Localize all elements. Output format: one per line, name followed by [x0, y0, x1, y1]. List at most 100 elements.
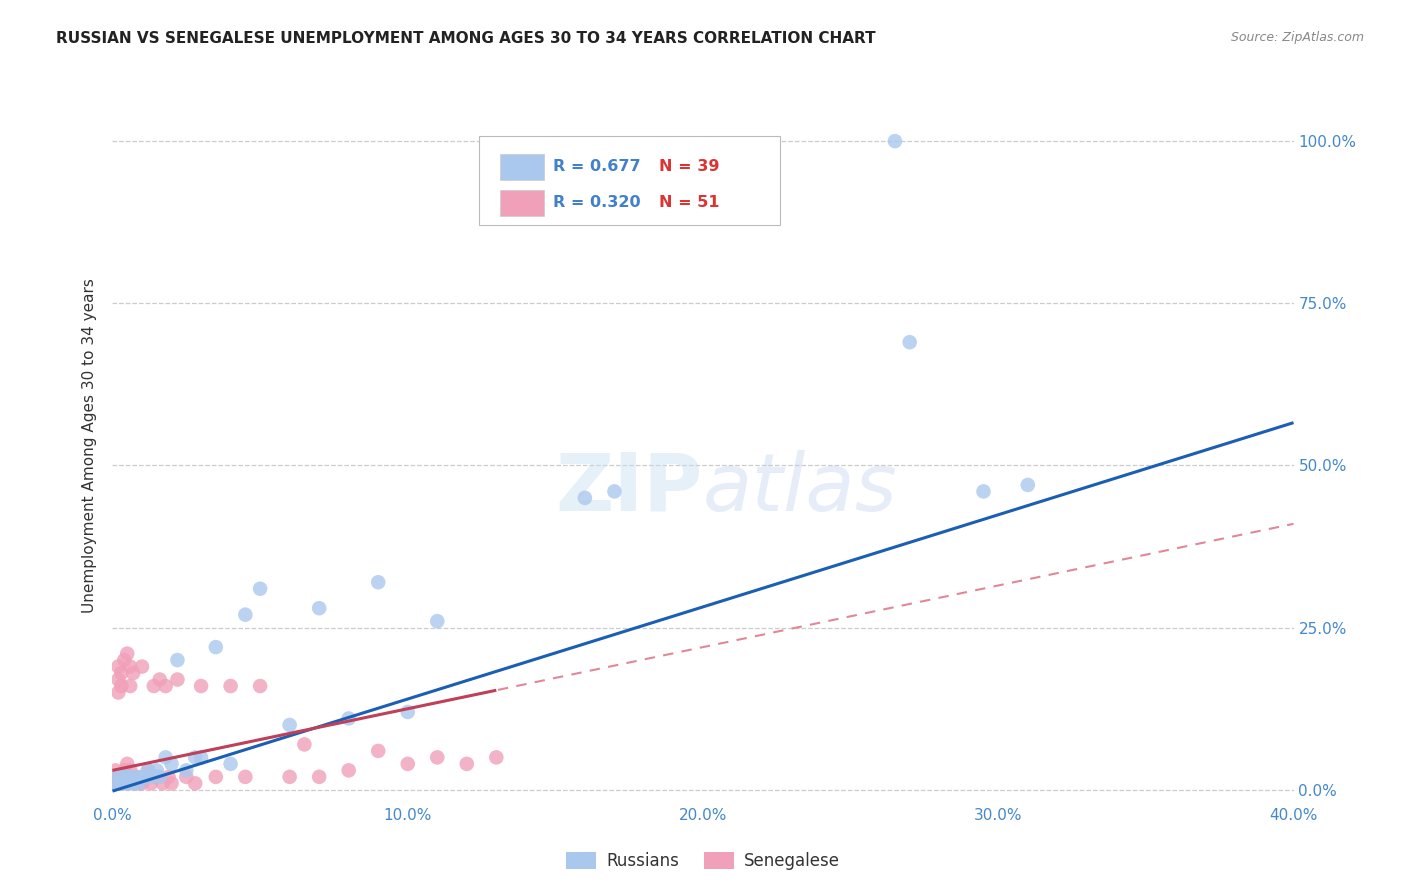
Point: [128, 776, 150, 790]
Point: [166, 653, 188, 667]
Point: [367, 744, 389, 758]
Point: [278, 718, 301, 732]
Point: [134, 770, 156, 784]
Point: [603, 484, 626, 499]
Point: [292, 738, 315, 752]
Point: [107, 673, 129, 687]
FancyBboxPatch shape: [478, 136, 780, 225]
Point: [112, 764, 135, 778]
Point: [110, 770, 132, 784]
Point: [249, 582, 271, 596]
Point: [160, 756, 183, 771]
Point: [396, 756, 419, 771]
Point: [120, 659, 142, 673]
Point: [426, 750, 449, 764]
Point: [898, 335, 921, 350]
Point: [146, 770, 169, 784]
Point: [120, 764, 142, 778]
Point: [107, 685, 129, 699]
Point: [152, 776, 174, 790]
Point: [160, 776, 183, 790]
Point: [142, 679, 165, 693]
Point: [104, 776, 127, 790]
Point: [174, 764, 197, 778]
Point: [574, 491, 596, 505]
Point: [139, 776, 162, 790]
Point: [205, 770, 228, 784]
Point: [190, 679, 212, 693]
Point: [107, 776, 129, 790]
Point: [112, 776, 135, 790]
Point: [485, 750, 508, 764]
Point: [166, 673, 188, 687]
Text: N = 51: N = 51: [659, 195, 720, 211]
Point: [426, 614, 449, 628]
Point: [104, 776, 127, 790]
Point: [136, 764, 159, 778]
Point: [184, 776, 207, 790]
Point: [233, 770, 256, 784]
Point: [122, 776, 145, 790]
Point: [396, 705, 419, 719]
Point: [184, 750, 207, 764]
Point: [149, 770, 172, 784]
Text: N = 39: N = 39: [659, 160, 720, 175]
Point: [107, 770, 129, 784]
Point: [308, 601, 330, 615]
Point: [157, 770, 180, 784]
Point: [112, 653, 135, 667]
Point: [110, 776, 132, 790]
Point: [973, 484, 995, 499]
Point: [155, 679, 177, 693]
Point: [337, 764, 360, 778]
Point: [136, 764, 159, 778]
Point: [139, 770, 162, 784]
Point: [308, 770, 330, 784]
Point: [117, 647, 138, 661]
Point: [134, 770, 156, 784]
Text: atlas: atlas: [703, 450, 898, 528]
Point: [131, 770, 153, 784]
Point: [125, 770, 148, 784]
Text: RUSSIAN VS SENEGALESE UNEMPLOYMENT AMONG AGES 30 TO 34 YEARS CORRELATION CHART: RUSSIAN VS SENEGALESE UNEMPLOYMENT AMONG…: [56, 31, 876, 46]
Point: [205, 640, 228, 654]
Legend: Russians, Senegalese: Russians, Senegalese: [560, 845, 846, 877]
Point: [117, 770, 138, 784]
Point: [122, 666, 145, 681]
Point: [149, 673, 172, 687]
Point: [155, 750, 177, 764]
Point: [122, 776, 145, 790]
Point: [104, 764, 127, 778]
Point: [110, 666, 132, 681]
Point: [117, 756, 138, 771]
Text: R = 0.677: R = 0.677: [553, 160, 641, 175]
Point: [146, 764, 169, 778]
Point: [104, 770, 127, 784]
Point: [131, 659, 153, 673]
Point: [249, 679, 271, 693]
Text: ZIP: ZIP: [555, 450, 703, 528]
Y-axis label: Unemployment Among Ages 30 to 34 years: Unemployment Among Ages 30 to 34 years: [82, 278, 97, 614]
Point: [1017, 478, 1039, 492]
Point: [367, 575, 389, 590]
FancyBboxPatch shape: [501, 154, 544, 180]
Point: [337, 711, 360, 725]
Text: R = 0.320: R = 0.320: [553, 195, 641, 211]
Point: [117, 770, 138, 784]
Point: [219, 756, 242, 771]
Point: [131, 776, 153, 790]
Point: [120, 679, 142, 693]
Text: Source: ZipAtlas.com: Source: ZipAtlas.com: [1230, 31, 1364, 45]
Point: [190, 750, 212, 764]
Point: [219, 679, 242, 693]
Point: [107, 659, 129, 673]
Point: [117, 776, 138, 790]
Point: [120, 770, 142, 784]
Point: [110, 776, 132, 790]
Point: [128, 776, 150, 790]
Point: [278, 770, 301, 784]
Point: [110, 679, 132, 693]
FancyBboxPatch shape: [501, 190, 544, 216]
Point: [174, 770, 197, 784]
Point: [233, 607, 256, 622]
